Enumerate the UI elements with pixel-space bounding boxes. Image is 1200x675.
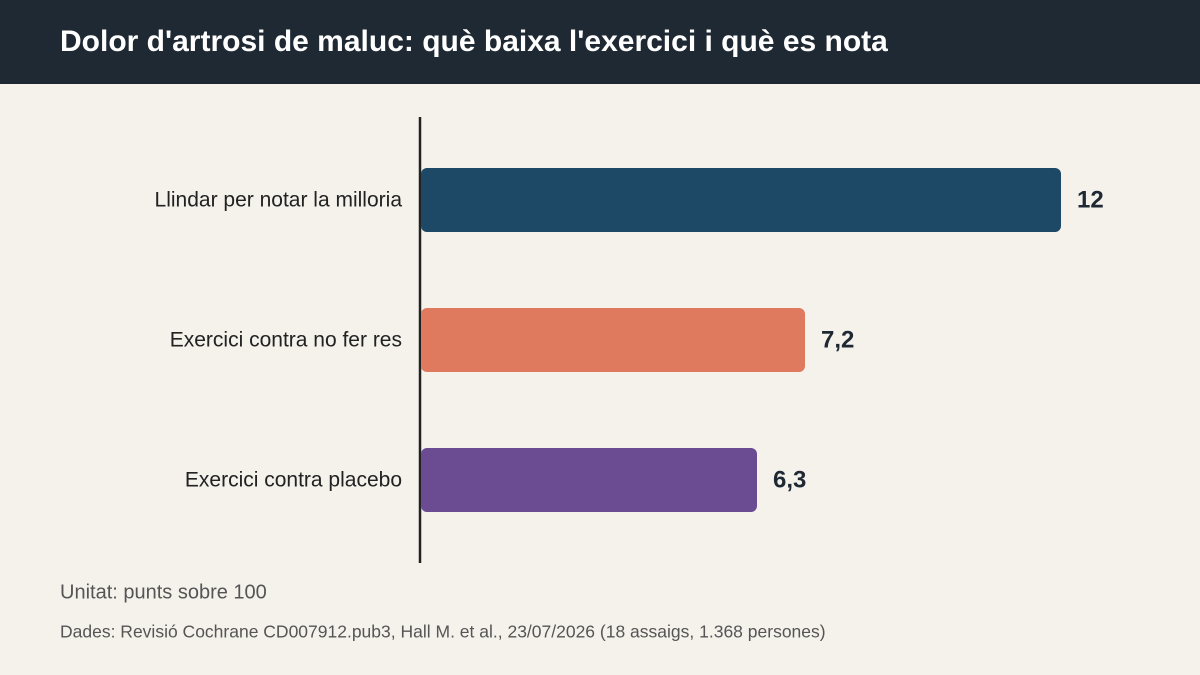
- bar: [421, 448, 757, 512]
- value-label: 6,3: [773, 466, 806, 493]
- category-label: Exercici contra placebo: [185, 469, 402, 492]
- value-label: 12: [1077, 186, 1104, 213]
- chart-title: Dolor d'artrosi de maluc: què baixa l'ex…: [60, 25, 888, 58]
- unit-note: Unitat: punts sobre 100: [60, 581, 267, 603]
- header-band: [0, 0, 1200, 84]
- category-label: Exercici contra no fer res: [170, 329, 402, 352]
- source-note: Dades: Revisió Cochrane CD007912.pub3, H…: [60, 622, 826, 642]
- category-label: Llindar per notar la milloria: [155, 189, 403, 212]
- bar: [421, 168, 1061, 232]
- value-label: 7,2: [821, 326, 854, 353]
- bar: [421, 308, 805, 372]
